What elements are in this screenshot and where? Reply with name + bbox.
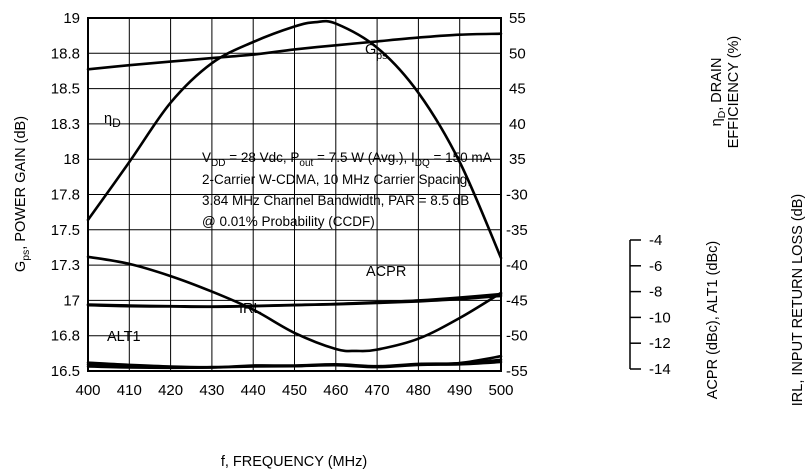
annotation-line-4: @ 0.01% Probability (CCDF) — [202, 214, 375, 229]
efficiency-curve — [86, 32, 503, 71]
left-tick-label: 18.8 — [51, 45, 80, 62]
right-acpr-tick-label: -40 — [506, 257, 528, 274]
x-tick-label: 480 — [406, 382, 431, 399]
annotation-line-3: 3.84 MHz Channel Bandwidth, PAR = 8.5 dB — [202, 193, 469, 208]
x-tick-label: 500 — [488, 382, 513, 399]
right-efficiency-tick-label: 40 — [509, 116, 526, 133]
right-acpr-tick-label: -35 — [506, 222, 528, 239]
right-acpr-tick-label: -45 — [506, 292, 528, 309]
series-label-efficiency: ηD — [104, 111, 121, 130]
left-tick-label: 19 — [63, 10, 80, 27]
left-tick-label: 17.8 — [51, 187, 80, 204]
left-tick-label: 16.5 — [51, 363, 80, 380]
series-label-alt1: ALT1 — [107, 329, 141, 345]
x-tick-label: 430 — [199, 382, 224, 399]
x-tick-label: 460 — [323, 382, 348, 399]
alt1-curve-3 — [86, 360, 503, 370]
left-tick-label: 17 — [63, 292, 80, 309]
right-acpr-tick-label: -30 — [506, 187, 528, 204]
plot-frame — [87, 17, 502, 372]
left-tick-label: 17.5 — [51, 222, 80, 239]
irl-tick-label: -6 — [649, 258, 662, 275]
right-efficiency-tick-labels: 55 50 45 40 35 — [509, 10, 526, 168]
right-efficiency-tick-label: 55 — [509, 10, 526, 27]
right-acpr-tick-label: -55 — [506, 363, 528, 380]
series-label-acpr: ACPR — [366, 264, 406, 280]
right-irl-tick-labels: -4 -6 -8 -10 -12 -14 — [630, 232, 671, 378]
curves — [86, 19, 503, 370]
x-tick-label: 400 — [75, 382, 100, 399]
acpr-curve-2 — [86, 292, 503, 308]
irl-tick-label: -4 — [649, 232, 662, 249]
x-tick-label: 420 — [158, 382, 183, 399]
left-tick-label: 18 — [63, 151, 80, 168]
conditions-annotation: VDD = 28 Vdc, Pout = 7.5 W (Avg.), IDQ =… — [202, 150, 492, 229]
annotation-line-1: VDD = 28 Vdc, Pout = 7.5 W (Avg.), IDQ =… — [202, 150, 492, 169]
irl-tick-label: -8 — [649, 284, 662, 301]
left-tick-label: 16.8 — [51, 328, 80, 345]
series-label-gps: Gps — [365, 42, 387, 62]
irl-tick-label: -14 — [649, 361, 671, 378]
x-tick-labels: 400 410 420 430 440 450 460 470 480 490 500 — [75, 382, 513, 399]
right-efficiency-tick-label: 45 — [509, 81, 526, 98]
x-tick-label: 410 — [117, 382, 142, 399]
right-acpr-title: ACPR (dBc), ALT1 (dBc) — [705, 241, 721, 399]
series-label-irl: IRL — [239, 301, 262, 317]
x-tick-label: 470 — [365, 382, 390, 399]
x-tick-label: 440 — [241, 382, 266, 399]
grid — [88, 18, 501, 371]
right-efficiency-title-line1: ηD, DRAIN — [709, 58, 728, 127]
x-tick-label: 490 — [447, 382, 472, 399]
irl-tick-label: -10 — [649, 309, 671, 326]
right-efficiency-tick-label: 50 — [509, 45, 526, 62]
irl-tick-label: -12 — [649, 335, 671, 352]
x-tick-label: 450 — [282, 382, 307, 399]
right-irl-title: IRL, INPUT RETURN LOSS (dB) — [790, 194, 806, 406]
irl-curve — [86, 255, 503, 353]
annotation-line-2: 2-Carrier W-CDMA, 10 MHz Carrier Spacing… — [202, 172, 471, 187]
right-acpr-tick-label: -50 — [506, 328, 528, 345]
left-tick-label: 18.3 — [51, 116, 80, 133]
right-efficiency-tick-label: 35 — [509, 151, 526, 168]
left-tick-label: 17.3 — [51, 257, 80, 274]
gps-curve — [86, 19, 503, 260]
x-axis-title: f, FREQUENCY (MHz) — [221, 454, 367, 470]
left-tick-labels: 19 18.8 18.5 18.3 18 17.8 17.5 17.3 17 16.8 16.5 — [51, 10, 80, 380]
right-efficiency-title-line2: EFFICIENCY (%) — [726, 36, 742, 149]
right-acpr-tick-labels: -30 -35 -40 -45 -50 -55 — [506, 187, 528, 381]
left-tick-label: 18.5 — [51, 81, 80, 98]
left-axis-title: Gps, POWER GAIN (dB) — [13, 116, 32, 272]
